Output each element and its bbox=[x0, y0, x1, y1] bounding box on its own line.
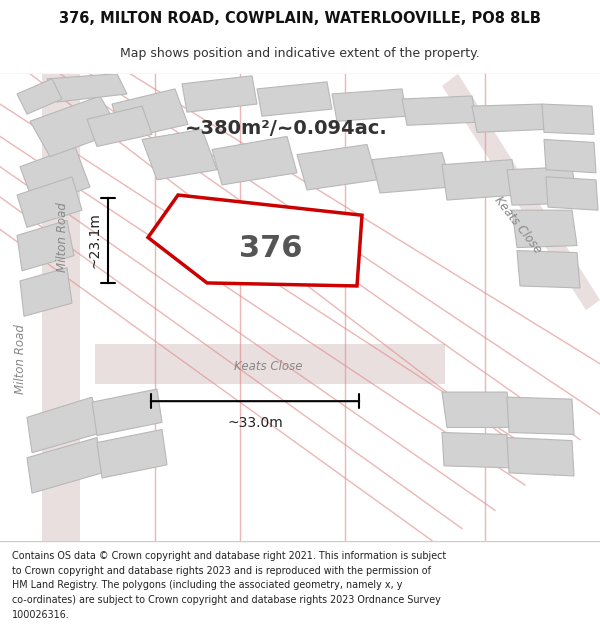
Polygon shape bbox=[257, 82, 332, 116]
Text: to Crown copyright and database rights 2023 and is reproduced with the permissio: to Crown copyright and database rights 2… bbox=[12, 566, 431, 576]
Text: Keats Close: Keats Close bbox=[492, 194, 544, 256]
Polygon shape bbox=[442, 159, 517, 200]
Text: Milton Road: Milton Road bbox=[13, 324, 26, 394]
Text: HM Land Registry. The polygons (including the associated geometry, namely x, y: HM Land Registry. The polygons (includin… bbox=[12, 580, 403, 590]
Polygon shape bbox=[95, 344, 445, 384]
Text: 376, MILTON ROAD, COWPLAIN, WATERLOOVILLE, PO8 8LB: 376, MILTON ROAD, COWPLAIN, WATERLOOVILL… bbox=[59, 11, 541, 26]
Polygon shape bbox=[17, 79, 62, 114]
Polygon shape bbox=[42, 74, 80, 541]
Polygon shape bbox=[212, 136, 297, 185]
Text: 376: 376 bbox=[239, 234, 302, 263]
Text: Keats Close: Keats Close bbox=[234, 360, 302, 373]
Polygon shape bbox=[472, 104, 547, 132]
Polygon shape bbox=[517, 251, 580, 288]
Polygon shape bbox=[442, 74, 600, 310]
Polygon shape bbox=[297, 144, 377, 190]
Polygon shape bbox=[512, 210, 577, 248]
Text: ~33.0m: ~33.0m bbox=[227, 416, 283, 431]
Polygon shape bbox=[17, 220, 74, 271]
Polygon shape bbox=[20, 268, 72, 316]
Polygon shape bbox=[97, 429, 167, 478]
Polygon shape bbox=[507, 167, 577, 205]
Polygon shape bbox=[27, 438, 102, 493]
Text: Map shows position and indicative extent of the property.: Map shows position and indicative extent… bbox=[120, 47, 480, 59]
Polygon shape bbox=[112, 89, 188, 139]
Text: co-ordinates) are subject to Crown copyright and database rights 2023 Ordnance S: co-ordinates) are subject to Crown copyr… bbox=[12, 595, 441, 605]
Text: Contains OS data © Crown copyright and database right 2021. This information is : Contains OS data © Crown copyright and d… bbox=[12, 551, 446, 561]
Polygon shape bbox=[148, 195, 362, 286]
Polygon shape bbox=[544, 139, 596, 172]
Polygon shape bbox=[182, 76, 257, 112]
Polygon shape bbox=[17, 177, 82, 227]
Text: ~380m²/~0.094ac.: ~380m²/~0.094ac. bbox=[185, 119, 388, 138]
Polygon shape bbox=[47, 74, 127, 102]
Polygon shape bbox=[546, 177, 598, 210]
Text: ~23.1m: ~23.1m bbox=[88, 213, 102, 268]
Polygon shape bbox=[507, 397, 574, 434]
Polygon shape bbox=[20, 146, 90, 207]
Polygon shape bbox=[87, 106, 152, 146]
Polygon shape bbox=[142, 129, 217, 180]
Polygon shape bbox=[542, 104, 594, 134]
Polygon shape bbox=[92, 389, 162, 436]
Polygon shape bbox=[402, 96, 477, 125]
Polygon shape bbox=[30, 96, 120, 157]
Polygon shape bbox=[442, 392, 512, 428]
Polygon shape bbox=[507, 438, 574, 476]
Text: 100026316.: 100026316. bbox=[12, 610, 70, 620]
Polygon shape bbox=[442, 432, 510, 468]
Polygon shape bbox=[332, 89, 407, 121]
Text: Milton Road: Milton Road bbox=[56, 202, 70, 272]
Polygon shape bbox=[372, 152, 452, 193]
Polygon shape bbox=[27, 397, 102, 452]
